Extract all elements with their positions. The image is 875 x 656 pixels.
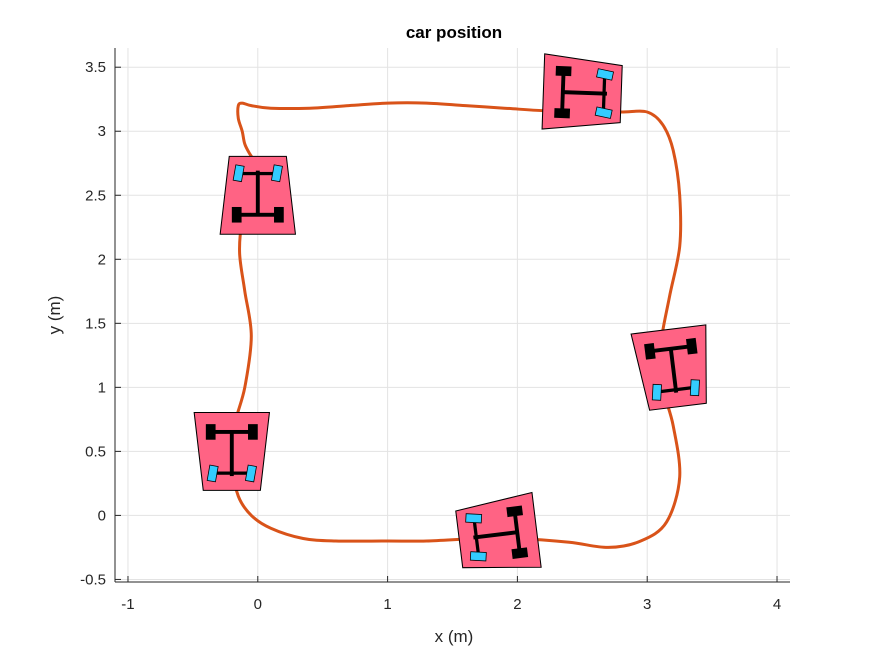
car-front-left-wheel	[244, 464, 257, 483]
x-axis-label: x (m)	[435, 627, 474, 646]
car-front-axle	[214, 471, 249, 475]
car-chassis-bar	[229, 431, 234, 477]
car-front-right-wheel	[206, 464, 219, 483]
car-front-right-wheel	[651, 383, 662, 401]
car-rear-left-wheel	[248, 424, 258, 440]
car-2	[541, 53, 623, 130]
y-axis-label: y (m)	[45, 296, 64, 335]
car-rear-left-wheel	[231, 206, 242, 223]
x-tick-label: 2	[513, 596, 521, 613]
car-chassis-bar	[255, 170, 260, 215]
car-rear-right-wheel	[205, 424, 216, 440]
car-rear-axle	[213, 429, 250, 434]
grid	[115, 48, 790, 582]
series-layer	[230, 101, 683, 549]
x-tick-label: 4	[773, 596, 781, 613]
car-rear-right-wheel	[554, 108, 571, 119]
car-front-axle	[658, 386, 693, 394]
car-front-axle	[601, 76, 607, 111]
car-rear-axle	[560, 73, 566, 111]
car-rear-right-wheel	[644, 343, 656, 360]
car-1	[219, 155, 297, 235]
y-tick-label: -0.5	[80, 571, 106, 588]
car-chassis-bar	[668, 348, 679, 393]
car-front-right-wheel	[270, 164, 283, 183]
x-tick-label: -1	[121, 596, 134, 613]
car-rear-right-wheel	[506, 505, 523, 518]
x-tick-labels: -1 0 1 2 3 4	[121, 596, 781, 613]
y-tick-label: 3.5	[85, 59, 106, 76]
y-tick-label: 0	[98, 507, 106, 524]
car-rear-right-wheel	[274, 206, 284, 223]
y-tick-labels: -0.5 0 0.5 1 1.5 2 2.5 3 3.5	[80, 59, 106, 588]
y-tick-label: 2.5	[85, 187, 106, 204]
car-chassis-bar	[473, 530, 518, 540]
car-rear-axle	[652, 344, 690, 353]
car-front-left-wheel	[469, 551, 487, 562]
car-rear-left-wheel	[555, 65, 572, 77]
car-chassis-bar	[562, 90, 608, 96]
car-front-left-wheel	[232, 164, 245, 183]
car-rear-left-wheel	[685, 337, 698, 355]
x-tick-label: 0	[254, 596, 262, 613]
car-layer	[193, 53, 707, 569]
car-front-left-wheel	[596, 68, 614, 81]
car-rear-left-wheel	[511, 547, 529, 559]
car-rear-axle	[239, 212, 276, 217]
y-tick-label: 3	[98, 123, 106, 140]
x-tick-label: 1	[383, 596, 391, 613]
car-front-left-wheel	[689, 379, 700, 397]
car-rear-axle	[513, 513, 522, 551]
y-tick-label: 2	[98, 251, 106, 268]
y-tick-label: 1	[98, 379, 106, 396]
y-tick-label: 1.5	[85, 315, 106, 332]
trajectory-line	[230, 101, 683, 549]
car-4	[455, 491, 542, 569]
car-front-axle	[472, 520, 480, 555]
car-front-right-wheel	[465, 513, 483, 524]
x-tick-label: 3	[643, 596, 651, 613]
chart-title: car position	[406, 23, 502, 42]
y-tick-label: 0.5	[85, 443, 106, 460]
car-5	[193, 411, 271, 491]
car-front-axle	[240, 171, 275, 176]
car-3	[630, 324, 707, 411]
car-front-right-wheel	[594, 106, 613, 119]
axes	[114, 48, 790, 583]
